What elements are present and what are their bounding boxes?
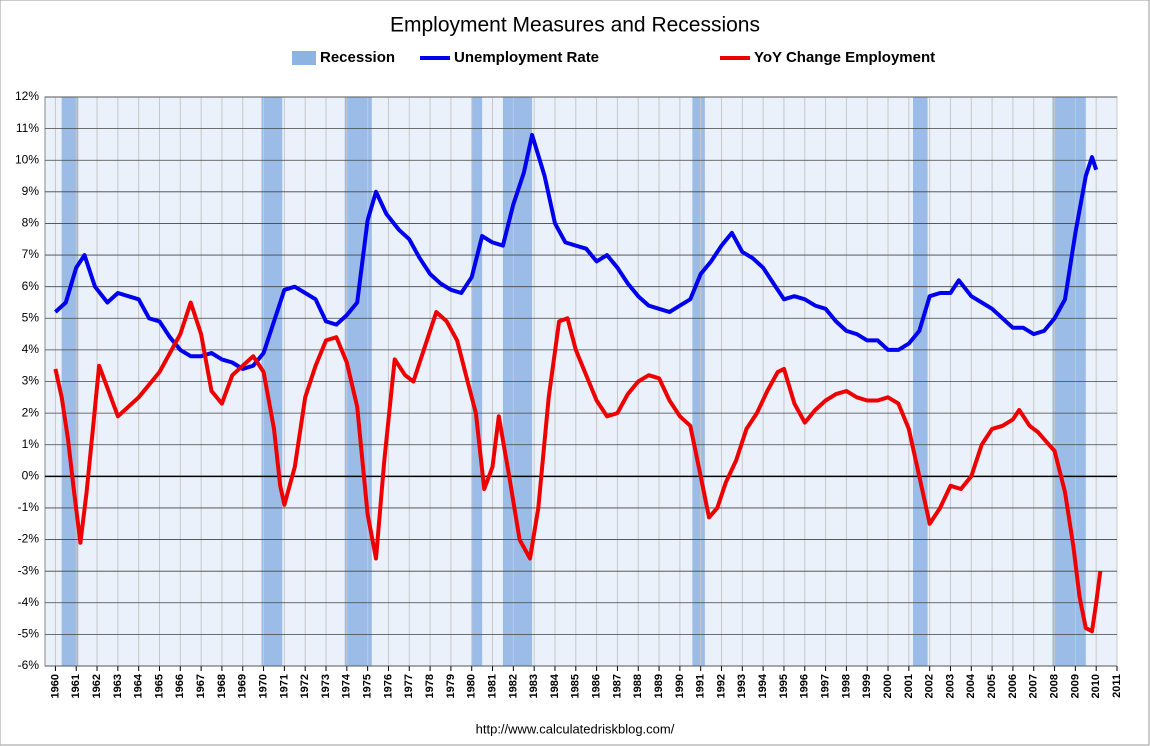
- x-tick-label: 1960: [49, 674, 61, 698]
- x-tick-label: 1996: [799, 674, 811, 698]
- y-tick-label: -6%: [18, 658, 40, 672]
- x-tick-label: 1968: [216, 674, 228, 698]
- chart-title: Employment Measures and Recessions: [390, 14, 760, 37]
- x-tick-label: 1990: [674, 674, 686, 698]
- x-tick-label: 1984: [549, 673, 561, 698]
- x-tick-label: 1991: [695, 674, 707, 698]
- x-tick-label: 2001: [903, 674, 915, 698]
- x-tick-label: 1962: [91, 674, 103, 698]
- y-tick-label: -1%: [18, 500, 40, 514]
- x-tick-label: 1981: [486, 674, 498, 698]
- y-tick-label: 9%: [22, 184, 40, 198]
- x-tick-label: 1972: [299, 674, 311, 698]
- y-tick-label: 7%: [22, 247, 40, 261]
- x-tick-label: 1967: [195, 674, 207, 698]
- x-tick-label: 1992: [715, 674, 727, 698]
- series-line: [53, 300, 1103, 634]
- x-tick-label: 2009: [1069, 674, 1081, 698]
- x-tick-label: 1975: [362, 674, 374, 698]
- legend-label: Recession: [320, 49, 395, 66]
- y-tick-label: -2%: [18, 532, 40, 546]
- y-tick-label: 1%: [22, 437, 40, 451]
- y-tick-label: 2%: [22, 405, 40, 419]
- x-tick-label: 1971: [278, 674, 290, 698]
- y-tick-label: 11%: [16, 121, 39, 135]
- x-tick-label: 2004: [965, 673, 977, 698]
- source: http://www.calculatedriskblog.com/: [476, 721, 675, 736]
- x-tick-label: 1965: [153, 674, 165, 698]
- y-tick-label: -3%: [18, 563, 40, 577]
- x-tick-label: 1982: [507, 674, 519, 698]
- x-tick-label: 1969: [237, 674, 249, 698]
- x-tick-label: 1980: [466, 674, 478, 698]
- x-tick-label: 2000: [882, 674, 894, 698]
- x-tick-label: 1986: [591, 674, 603, 698]
- x-tick-label: 1970: [257, 674, 269, 698]
- x-tick-label: 1988: [632, 674, 644, 698]
- y-tick-label: 6%: [22, 279, 40, 293]
- x-tick-label: 1994: [757, 673, 769, 698]
- x-tick-label: 1978: [424, 674, 436, 698]
- x-tick-label: 1997: [819, 674, 831, 698]
- x-tick-label: 1995: [778, 674, 790, 698]
- legend-swatch: [292, 51, 316, 65]
- x-tick-label: 2007: [1028, 674, 1040, 698]
- x-tick-label: 2008: [1048, 674, 1060, 698]
- x-tick-label: 1987: [611, 674, 623, 698]
- y-tick-label: 4%: [22, 342, 40, 356]
- x-tick-label: 1976: [382, 674, 394, 698]
- series-line: [54, 132, 1099, 371]
- x-tick-label: 2011: [1111, 674, 1123, 698]
- x-tick-label: 2006: [1007, 674, 1019, 698]
- y-tick-label: 12%: [15, 89, 39, 103]
- x-tick-label: 1963: [112, 674, 124, 698]
- x-tick-label: 1983: [528, 674, 540, 698]
- x-tick-label: 1998: [840, 674, 852, 698]
- y-tick-label: 5%: [22, 310, 40, 324]
- x-tick-label: 1989: [653, 674, 665, 698]
- x-tick-label: 2003: [944, 674, 956, 698]
- legend-label: YoY Change Employment: [754, 49, 935, 66]
- x-tick-label: 1974: [341, 673, 353, 698]
- y-tick-label: -5%: [18, 627, 40, 641]
- x-tick-label: 1961: [70, 674, 82, 698]
- y-tick-label: 3%: [22, 374, 40, 388]
- x-tick-label: 2005: [986, 674, 998, 698]
- x-tick-label: 1977: [403, 674, 415, 698]
- x-tick-label: 1979: [445, 674, 457, 698]
- y-tick-label: 0%: [22, 469, 40, 483]
- legend-label: Unemployment Rate: [454, 49, 599, 66]
- y-tick-label: -4%: [18, 595, 40, 609]
- x-tick-label: 1966: [174, 674, 186, 698]
- x-tick-label: 2002: [924, 674, 936, 698]
- x-tick-label: 1985: [570, 674, 582, 698]
- y-tick-label: 8%: [22, 216, 40, 230]
- x-tick-label: 1973: [320, 674, 332, 698]
- x-tick-label: 1999: [861, 674, 873, 698]
- x-tick-label: 2010: [1090, 674, 1102, 698]
- x-tick-label: 1993: [736, 674, 748, 698]
- x-tick-label: 1964: [133, 673, 145, 698]
- y-tick-label: 10%: [15, 152, 39, 166]
